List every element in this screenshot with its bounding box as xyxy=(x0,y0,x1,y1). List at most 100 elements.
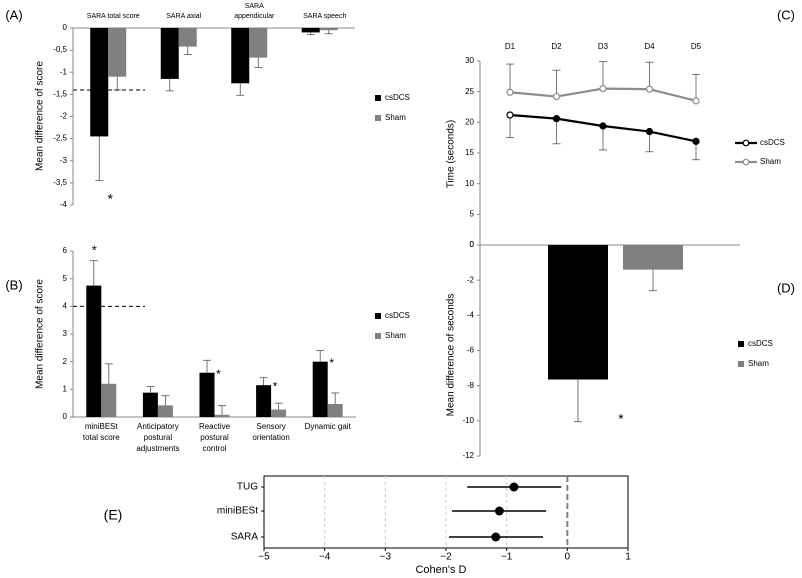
panel-e-xtick-label: 1 xyxy=(625,552,631,563)
panel-a-legend-label-0: csDCS xyxy=(385,93,410,102)
panel-c-day-label: D5 xyxy=(691,42,702,51)
panel-c-day-label: D2 xyxy=(551,42,562,51)
panel-c-legend-label-sham: Sham xyxy=(760,157,781,166)
panel-b-ytick-label: 5 xyxy=(63,274,68,283)
panel-c-ytick-label: 5 xyxy=(470,209,475,218)
panel-b-bar-sham xyxy=(214,414,230,417)
panel-e-ytick-label: miniBESt xyxy=(217,506,258,517)
panel-b-legend-label-0: csDCS xyxy=(385,311,410,320)
panel-b-category-label: Dynamic gait xyxy=(305,422,352,431)
panel-b-ytick-label: 6 xyxy=(63,246,68,255)
panel-c-ytick-label: 10 xyxy=(465,179,474,188)
panel-a-category-label: SARA speech xyxy=(303,13,346,20)
panel-b-legend-label-1: Sham xyxy=(385,331,406,340)
panel-b-legend-swatch-0 xyxy=(375,313,381,319)
panel-e-xlabel: Cohen's D xyxy=(415,564,466,576)
panel-c-legend-marker-sham xyxy=(742,158,750,166)
panel-d-ylabel: Mean difference of seconds xyxy=(446,294,457,417)
panel-b-bar-sham xyxy=(271,409,287,417)
panel-a-legend-label-1: Sham xyxy=(385,113,406,122)
panel-a-bar-sham xyxy=(249,28,268,58)
panel-b-ytick-label: 3 xyxy=(63,329,68,338)
panel-d-ytick-label: -2 xyxy=(467,275,475,284)
panel-d-ytick-label: -4 xyxy=(467,310,475,319)
panel-a-legend-swatch-0 xyxy=(375,95,381,101)
panel-c-day-label: D4 xyxy=(644,42,655,51)
panel-c-day-label: D3 xyxy=(598,42,609,51)
panel-b-legend-swatch-1 xyxy=(375,333,381,339)
panel-b-bar-sham xyxy=(101,383,117,417)
panel-e-xtick-label: −1 xyxy=(501,552,513,563)
panel-a-category-label: SARA axial xyxy=(166,13,201,20)
panel-a-bar-csdcs xyxy=(231,28,250,84)
panel-a-bar-csdcs xyxy=(301,28,320,33)
panel-e-xtick-label: −4 xyxy=(319,552,331,563)
panel-c-ylabel: Time (seconds) xyxy=(446,120,457,189)
panel-d-ytick-label: 0 xyxy=(470,240,475,249)
panel-a-bar-csdcs xyxy=(90,28,109,137)
panel-a-ytick-label: -1,5 xyxy=(53,89,67,98)
panel-c-point-csdcs xyxy=(692,137,700,145)
panel-c-point-sham xyxy=(645,85,654,93)
panel-b-category-label: Anticipatory postural adjustments xyxy=(136,422,179,453)
panel-b-bar-csdcs xyxy=(86,285,102,417)
panel-c-point-sham xyxy=(692,97,700,105)
panel-c-point-sham xyxy=(552,92,561,101)
panel-b-significance-star: * xyxy=(273,379,278,393)
panel-c-point-csdcs xyxy=(506,111,514,119)
panel-a-category-label: SARA xyxy=(245,3,264,10)
panel-e-ytick-label: SARA xyxy=(231,532,259,543)
panel-a-ytick-label: -0,5 xyxy=(53,45,67,54)
panel-b-significance-star: * xyxy=(216,367,221,381)
panel-a-ytick-label: -1 xyxy=(60,67,68,76)
panel-b-category-label: miniBESt total score xyxy=(83,422,120,442)
panel-a-bar-sham xyxy=(108,28,127,77)
panel-d-significance-star: * xyxy=(618,411,624,427)
panel-e-xtick-label: 0 xyxy=(565,552,571,563)
panel-b-category-label: Reactive postural control xyxy=(199,422,231,453)
panel-c-ytick-label: 20 xyxy=(465,117,474,126)
panel-e-point-estimate xyxy=(494,506,504,516)
panel-c-legend-label-csdcs: csDCS xyxy=(760,138,785,147)
panel-b-bar-sham xyxy=(157,405,173,417)
panel-e-point-estimate xyxy=(491,532,501,542)
panel-a-ytick-label: -4 xyxy=(60,200,68,209)
panel-c-point-csdcs xyxy=(599,122,607,130)
panel-e-xtick-label: −5 xyxy=(258,552,270,563)
panel-b-ytick-label: 0 xyxy=(63,412,68,421)
panel-label-a: (A) xyxy=(5,7,22,22)
panel-d-legend-label-0: csDCS xyxy=(748,339,773,348)
panel-b-category-label: Sensory orientation xyxy=(252,422,289,442)
panel-a-ytick-label: -2,5 xyxy=(53,134,67,143)
panel-d-ytick-label: -12 xyxy=(462,451,474,460)
panel-b-bar-csdcs xyxy=(142,392,158,417)
panel-d-ytick-label: -8 xyxy=(467,381,475,390)
panel-d-legend-label-1: Sham xyxy=(748,359,769,368)
panel-e-xtick-label: −3 xyxy=(380,552,392,563)
panel-a-significance-star: * xyxy=(108,191,114,207)
panel-d-bar-sham xyxy=(623,245,683,270)
panel-d-legend-swatch-0 xyxy=(738,341,744,347)
panel-a-ytick-label: -3,5 xyxy=(53,178,67,187)
panel-c-point-csdcs xyxy=(552,115,561,123)
panel-label-e: (E) xyxy=(104,507,123,523)
panel-a-legend-swatch-1 xyxy=(375,115,381,121)
panel-d-ytick-label: -10 xyxy=(462,416,474,425)
panel-b-ytick-label: 2 xyxy=(63,357,68,366)
panel-c-ytick-label: 30 xyxy=(465,56,474,65)
panel-b-bar-csdcs xyxy=(312,361,328,417)
panel-d-legend-swatch-1 xyxy=(738,361,744,367)
panel-label-c: (C) xyxy=(777,7,795,22)
panel-b-bar-csdcs xyxy=(256,385,272,417)
panel-b-ytick-label: 1 xyxy=(63,384,68,393)
panel-c-ytick-label: 15 xyxy=(465,148,474,157)
panel-a-ytick-label: -2 xyxy=(60,112,68,121)
panel-c-ytick-label: 25 xyxy=(465,87,474,96)
panel-b-ylabel: Mean difference of score xyxy=(35,279,46,389)
panel-c-point-csdcs xyxy=(645,127,654,136)
panel-b-bar-csdcs xyxy=(199,372,215,417)
panel-c-day-label: D1 xyxy=(505,42,516,51)
panel-a-category-label: appendicular xyxy=(234,13,275,20)
panel-b-significance-star: * xyxy=(329,356,334,370)
